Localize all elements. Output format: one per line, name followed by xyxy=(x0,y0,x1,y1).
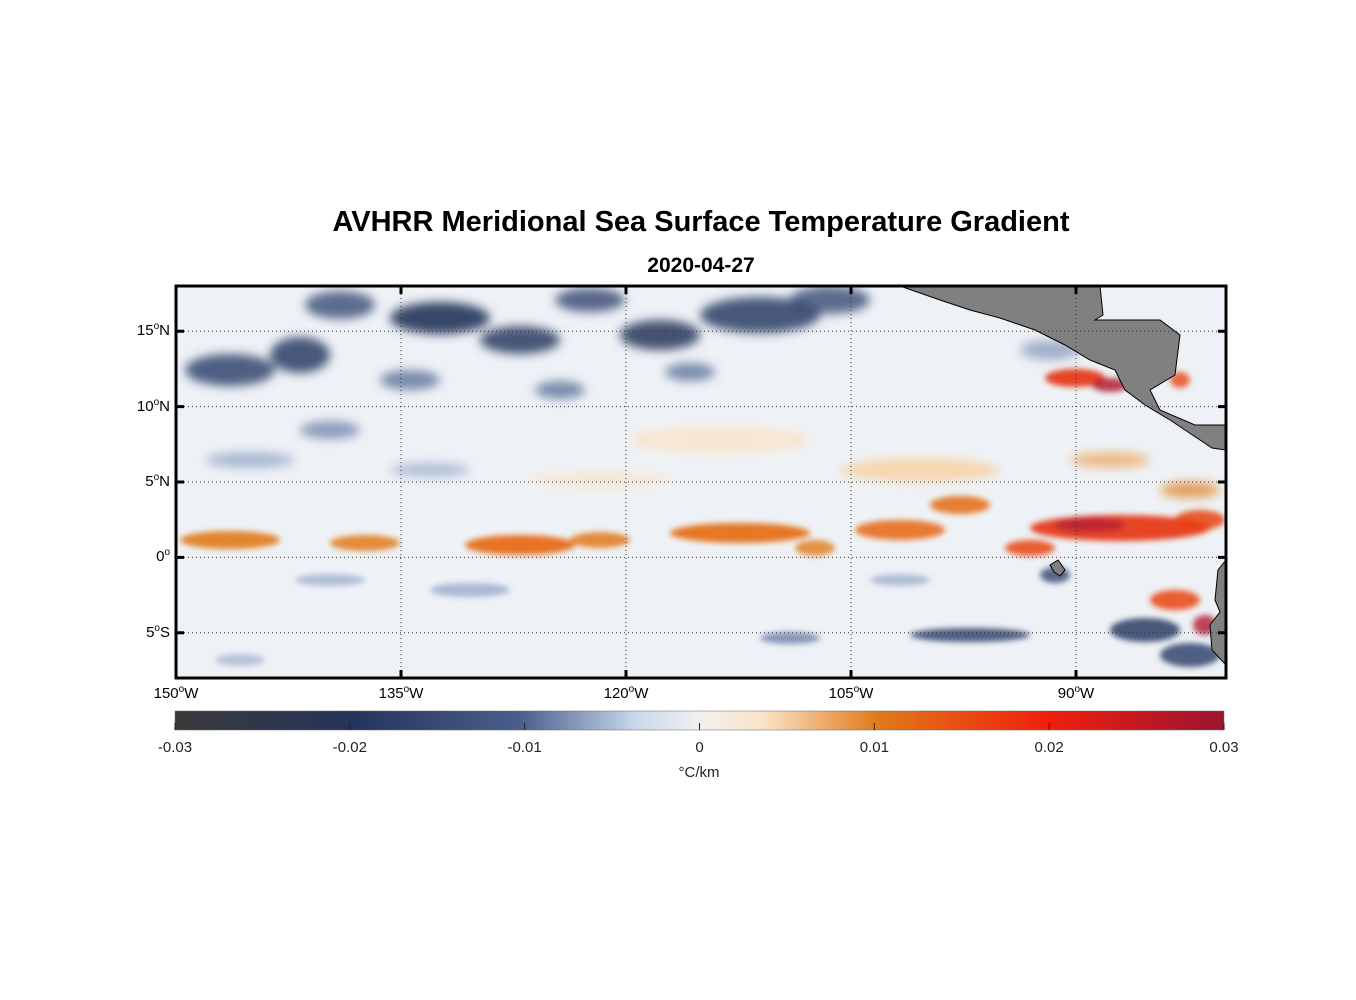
lon-tick-label: 90oW xyxy=(1057,684,1095,702)
gradient-field xyxy=(176,286,1226,678)
lat-tick-label: 0o xyxy=(156,547,170,566)
colorbar-tick-label: 0.01 xyxy=(859,739,889,756)
central-america-land xyxy=(899,286,1226,451)
equatorial-front xyxy=(180,369,1225,635)
weak-positive-patches xyxy=(530,426,1220,498)
land xyxy=(899,286,1226,666)
axis-ticks xyxy=(174,286,1226,678)
colorbar-tick-label: 0.02 xyxy=(1034,739,1064,756)
colorbar-tick-label: 0 xyxy=(695,739,704,756)
chart-subtitle: 2020-04-27 xyxy=(647,254,755,277)
lat-tick-label: 15oN xyxy=(136,321,170,340)
southern-negative-patches xyxy=(215,567,1220,667)
lon-tick-label: 135oW xyxy=(378,684,424,702)
lon-tick-label: 150oW xyxy=(153,684,199,702)
colorbar-units: °C/km xyxy=(678,764,720,781)
galapagos-islands xyxy=(1049,559,1066,577)
graticule xyxy=(176,286,1226,678)
colorbar-tick-label: -0.02 xyxy=(332,739,367,756)
lat-tick-label: 5oS xyxy=(146,622,170,641)
lon-tick-label: 105oW xyxy=(828,684,874,702)
colorbar-tick-label: -0.03 xyxy=(157,739,193,756)
colorbar-ticks xyxy=(174,723,1225,730)
lon-tick-label: 120oW xyxy=(603,684,649,702)
colorbar-tick-label: -0.01 xyxy=(507,739,542,756)
south-america-land xyxy=(1209,559,1226,666)
chart-title: AVHRR Meridional Sea Surface Temperature… xyxy=(332,206,1070,238)
lat-tick-label: 10oN xyxy=(136,396,170,415)
colorbar-tick-label: 0.03 xyxy=(1209,739,1239,756)
lat-tick-label: 5oN xyxy=(145,472,170,490)
